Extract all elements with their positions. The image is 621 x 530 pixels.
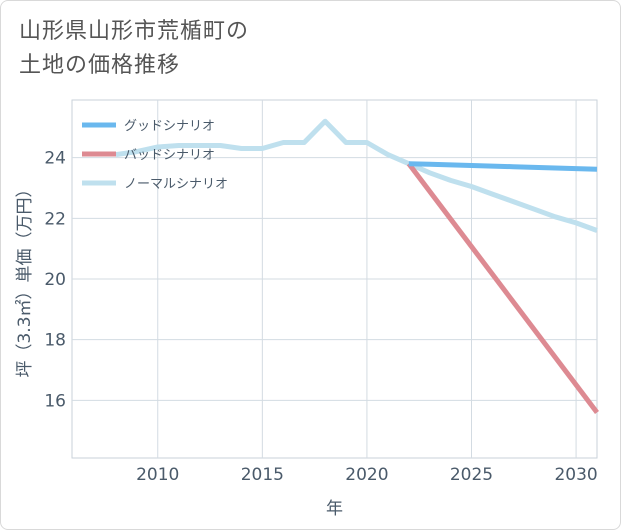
x-tick-label: 2015 [241,465,284,485]
x-tick-label: 2025 [450,465,493,485]
chart-title-line-2: 土地の価格推移 [19,53,181,78]
legend-label-1: グッドシナリオ [124,119,215,134]
series-line-1 [408,161,598,172]
chart-title: 山形県山形市荒楯町の 土地の価格推移 [19,15,249,83]
chart-title-line-1: 山形県山形市荒楯町の [19,19,250,44]
x-axis-label: 年 [326,499,343,519]
y-tick-label: 22 [44,209,66,229]
y-tick-label: 18 [44,331,66,351]
series-line-3 [115,118,598,233]
x-tick-label: 2010 [136,465,179,485]
legend-label-3: ノーマルシナリオ [124,177,228,192]
series-line-2 [406,162,599,415]
legend-label-2: バッドシナリオ [124,148,215,163]
y-tick-label: 24 [44,149,66,169]
y-tick-label: 16 [44,391,66,411]
y-axis-label: 坪（3.3㎡）単価（万円） [15,180,35,377]
y-tick-label: 20 [44,270,66,290]
x-tick-label: 2020 [345,465,388,485]
x-tick-label: 2030 [554,465,597,485]
